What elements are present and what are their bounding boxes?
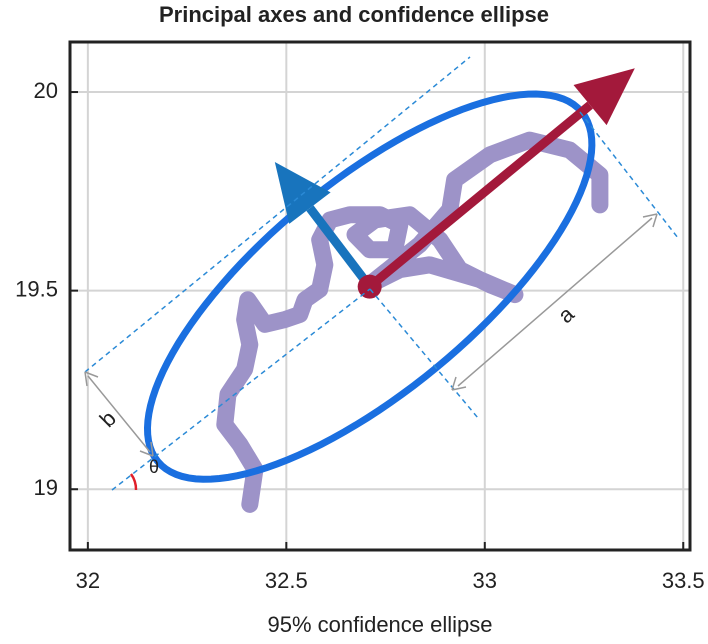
y-tick-label: 19.5 xyxy=(15,276,58,301)
x-axis-label: 95% confidence ellipse xyxy=(267,612,492,637)
annotation-theta: θ xyxy=(149,457,159,477)
angle-arc xyxy=(129,473,138,491)
trajectory xyxy=(216,131,609,513)
confidence-ellipse xyxy=(143,90,596,483)
x-tick-label: 32 xyxy=(76,568,100,593)
axes-frame xyxy=(68,40,692,552)
y-tick-label: 20 xyxy=(34,78,58,103)
dimension-a-heads xyxy=(451,213,658,391)
x-tick-label: 33.5 xyxy=(662,568,705,593)
dimension-b-heads xyxy=(84,371,154,457)
dimension-b xyxy=(87,375,151,453)
axis-arrow-shaft xyxy=(366,101,593,291)
chart-title: Principal axes and confidence ellipse xyxy=(159,2,549,27)
dimension-a xyxy=(457,217,653,387)
plot-area: 32 32.5 33 33.5 19 19.5 20 xyxy=(15,40,705,593)
major-axis-line xyxy=(111,288,371,491)
annotation-b: b xyxy=(95,406,121,432)
y-tick-label: 19 xyxy=(34,475,58,500)
axis-arrow-head xyxy=(573,68,635,126)
x-tick-label: 33 xyxy=(473,568,497,593)
x-tick-label: 32.5 xyxy=(265,568,308,593)
axis-arrow-shaft xyxy=(306,205,374,290)
tangent-line xyxy=(84,56,471,373)
annotation-a: a xyxy=(553,301,579,328)
perpendicular-line xyxy=(369,288,479,419)
center-point xyxy=(357,274,382,299)
annotations xyxy=(84,56,679,491)
